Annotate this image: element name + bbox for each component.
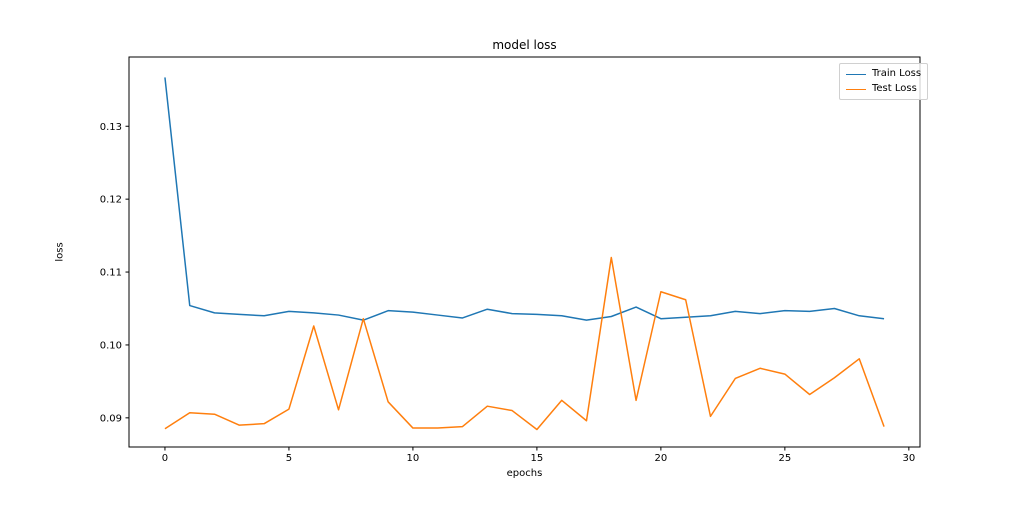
chart-title: model loss [492,38,557,52]
axes-frame [128,56,921,448]
x-tick-label: 25 [778,453,791,464]
x-tick-label: 30 [902,453,915,464]
y-tick-label: 0.10 [100,340,122,351]
x-tick-label: 20 [655,453,668,464]
y-axis-label: loss [54,242,66,262]
y-tick-label: 0.12 [100,195,122,206]
series-line-test-loss [164,256,885,431]
legend-label-test-loss: Test Loss [872,83,917,94]
y-tick-label: 0.13 [100,122,122,133]
series-line-train-loss [164,77,885,321]
x-tick-label: 0 [162,453,168,464]
y-tick-label: 0.09 [100,413,122,424]
legend-item-train-loss: Train Loss [846,68,921,80]
legend: Train Loss Test Loss [839,63,929,100]
legend-item-test-loss: Test Loss [846,83,921,95]
y-tick-label: 0.11 [100,268,122,279]
x-tick-label: 15 [531,453,544,464]
x-tick-label: 5 [286,453,292,464]
train-loss-line-swatch [846,73,866,75]
x-tick-label: 10 [407,453,420,464]
x-axis-label: epochs [506,468,543,479]
test-loss-line-swatch [846,88,866,90]
legend-label-train-loss: Train Loss [872,68,922,79]
